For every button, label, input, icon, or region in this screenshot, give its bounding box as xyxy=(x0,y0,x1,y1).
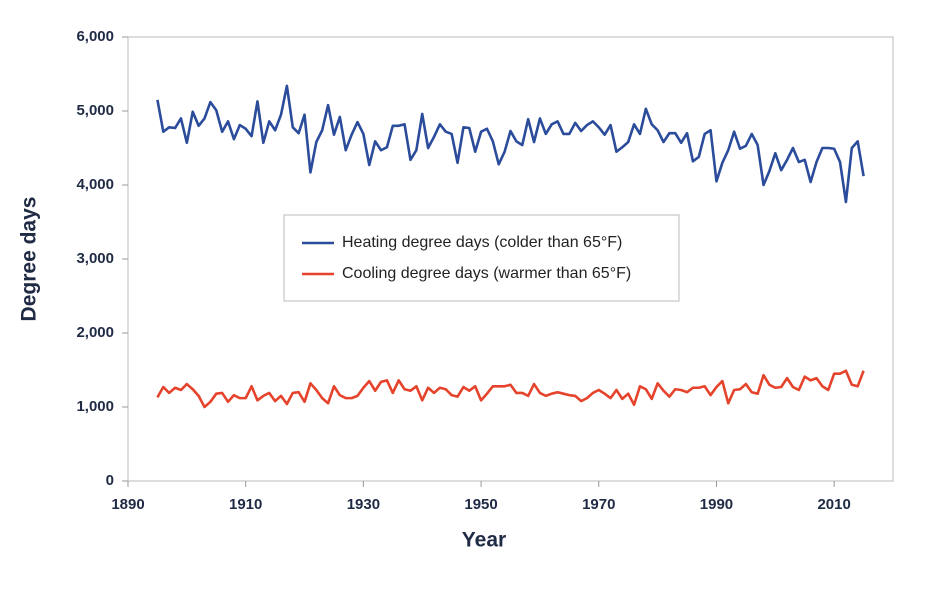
y-axis-title: Degree days xyxy=(18,197,41,322)
y-tick-label: 1,000 xyxy=(76,398,114,415)
y-tick-label: 6,000 xyxy=(76,28,114,45)
legend-box xyxy=(283,214,680,302)
x-tick-label: 2010 xyxy=(817,496,850,513)
data-line xyxy=(156,369,865,409)
x-tick-label: 1910 xyxy=(229,496,262,513)
x-tick-label: 1970 xyxy=(582,496,615,513)
x-tick-label: 1950 xyxy=(464,496,497,513)
x-tick-label: 1890 xyxy=(111,496,144,513)
y-tick-label: 3,000 xyxy=(76,250,114,267)
y-tick-label: 0 xyxy=(106,472,114,489)
legend-label: Cooling degree days (warmer than 65°F) xyxy=(342,265,631,282)
legend-label: Heating degree days (colder than 65°F) xyxy=(342,234,622,251)
y-tick-label: 4,000 xyxy=(76,176,114,193)
data-line xyxy=(156,84,865,204)
y-tick-label: 2,000 xyxy=(76,324,114,341)
x-tick-label: 1930 xyxy=(347,496,380,513)
y-tick-label: 5,000 xyxy=(76,102,114,119)
x-tick-label: 1990 xyxy=(700,496,733,513)
x-axis-title: Year xyxy=(462,529,506,552)
